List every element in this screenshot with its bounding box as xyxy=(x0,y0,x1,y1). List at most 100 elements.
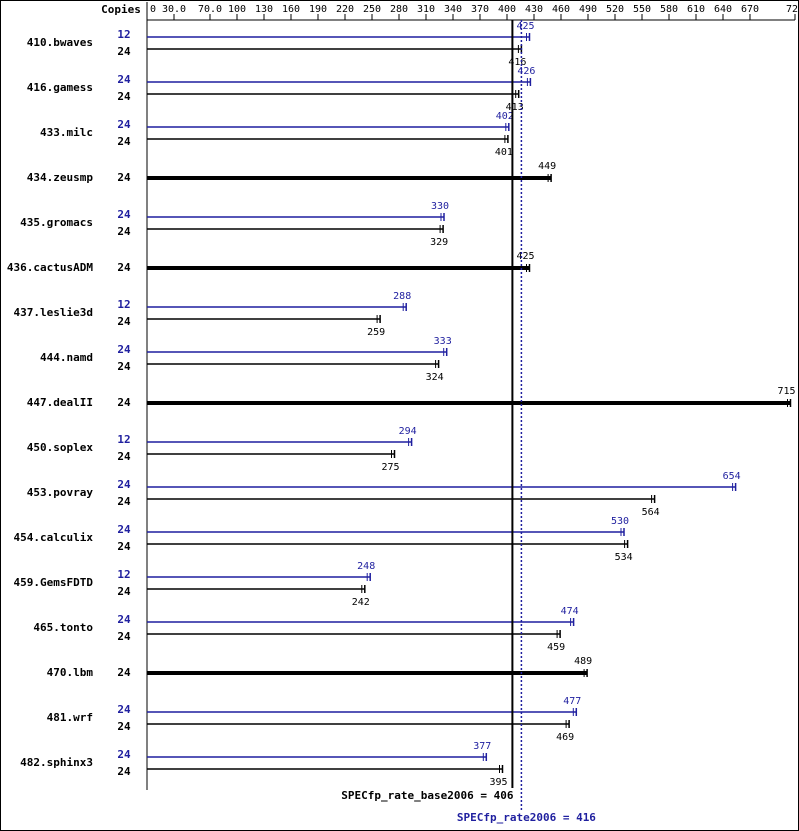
benchmark-label: 416.gamess xyxy=(27,81,93,94)
copies: 24 xyxy=(117,135,131,148)
copies: 24 xyxy=(117,495,131,508)
value-label: 416 xyxy=(508,57,526,68)
benchmark-label: 453.povray xyxy=(27,486,94,499)
x-tick-label: 70.0 xyxy=(198,4,222,15)
x-tick-label: 130 xyxy=(255,4,273,15)
copies: 24 xyxy=(117,703,131,716)
x-tick-label: 400 xyxy=(498,4,516,15)
value-label: 489 xyxy=(574,656,592,667)
copies: 24 xyxy=(117,666,131,679)
benchmark-label: 481.wrf xyxy=(47,711,93,724)
value-label: 377 xyxy=(473,741,491,752)
x-tick-label: 640 xyxy=(714,4,732,15)
reference-label: SPECfp_rate_base2006 = 406 xyxy=(341,789,514,802)
copies: 24 xyxy=(117,225,131,238)
copies: 12 xyxy=(117,433,130,446)
x-tick-label: 340 xyxy=(444,4,462,15)
value-label: 425 xyxy=(516,21,534,32)
copies: 24 xyxy=(117,360,131,373)
x-tick-label: 520 xyxy=(606,4,624,15)
copies: 24 xyxy=(117,171,131,184)
value-label: 477 xyxy=(563,696,581,707)
value-label: 534 xyxy=(615,552,633,563)
x-tick-label: 370 xyxy=(471,4,489,15)
value-label: 288 xyxy=(393,291,411,302)
value-label: 530 xyxy=(611,516,629,527)
x-tick-label: 280 xyxy=(390,4,408,15)
copies: 24 xyxy=(117,315,131,328)
copies-header: Copies xyxy=(101,3,141,16)
value-label: 449 xyxy=(538,161,556,172)
copies: 24 xyxy=(117,748,131,761)
x-tick-label: 550 xyxy=(633,4,651,15)
copies: 24 xyxy=(117,585,131,598)
value-label: 242 xyxy=(352,597,370,608)
x-tick-label: 430 xyxy=(525,4,543,15)
copies: 24 xyxy=(117,450,131,463)
x-tick-label: 580 xyxy=(660,4,678,15)
value-label: 654 xyxy=(723,471,741,482)
benchmark-label: 435.gromacs xyxy=(20,216,93,229)
copies: 24 xyxy=(117,613,131,626)
reference-label: SPECfp_rate2006 = 416 xyxy=(457,811,596,824)
value-label: 469 xyxy=(556,732,574,743)
benchmark-label: 454.calculix xyxy=(14,531,94,544)
copies: 24 xyxy=(117,765,131,778)
copies: 24 xyxy=(117,208,131,221)
value-label: 401 xyxy=(495,147,513,158)
x-tick-label: 250 xyxy=(363,4,381,15)
value-label: 333 xyxy=(434,336,452,347)
benchmark-label: 450.soplex xyxy=(27,441,94,454)
x-tick-label: 0 xyxy=(150,4,156,15)
copies: 24 xyxy=(117,73,131,86)
benchmark-label: 459.GemsFDTD xyxy=(14,576,94,589)
benchmark-label: 434.zeusmp xyxy=(27,171,94,184)
x-tick-label: 100 xyxy=(228,4,246,15)
x-tick-label: 720 xyxy=(786,4,799,15)
value-label: 402 xyxy=(496,111,514,122)
copies: 12 xyxy=(117,298,130,311)
x-tick-label: 220 xyxy=(336,4,354,15)
benchmark-label: 437.leslie3d xyxy=(14,306,93,319)
copies: 24 xyxy=(117,261,131,274)
x-tick-label: 460 xyxy=(552,4,570,15)
value-label: 275 xyxy=(381,462,399,473)
copies: 24 xyxy=(117,396,131,409)
x-tick-label: 160 xyxy=(282,4,300,15)
value-label: 413 xyxy=(506,102,524,113)
copies: 24 xyxy=(117,343,131,356)
copies: 24 xyxy=(117,540,131,553)
value-label: 329 xyxy=(430,237,448,248)
value-label: 294 xyxy=(399,426,417,437)
copies: 24 xyxy=(117,478,131,491)
value-label: 564 xyxy=(642,507,660,518)
x-tick-label: 190 xyxy=(309,4,327,15)
benchmark-label: 410.bwaves xyxy=(27,36,93,49)
x-tick-label: 670 xyxy=(741,4,759,15)
value-label: 425 xyxy=(516,251,534,262)
copies: 24 xyxy=(117,118,131,131)
benchmark-label: 482.sphinx3 xyxy=(20,756,93,769)
benchmark-label: 444.namd xyxy=(40,351,93,364)
benchmark-label: 436.cactusADM xyxy=(7,261,93,274)
value-label: 426 xyxy=(517,66,535,77)
value-label: 330 xyxy=(431,201,449,212)
copies: 24 xyxy=(117,45,131,58)
value-label: 395 xyxy=(489,777,507,788)
benchmark-label: 470.lbm xyxy=(47,666,94,679)
copies: 24 xyxy=(117,90,131,103)
copies: 12 xyxy=(117,568,130,581)
x-tick-label: 310 xyxy=(417,4,435,15)
value-label: 259 xyxy=(367,327,385,338)
benchmark-label: 433.milc xyxy=(40,126,93,139)
value-label: 248 xyxy=(357,561,375,572)
value-label: 459 xyxy=(547,642,565,653)
copies: 24 xyxy=(117,720,131,733)
benchmark-label: 465.tonto xyxy=(33,621,93,634)
value-label: 715 xyxy=(777,386,795,397)
copies: 24 xyxy=(117,523,131,536)
copies: 12 xyxy=(117,28,130,41)
copies: 24 xyxy=(117,630,131,643)
x-tick-label: 490 xyxy=(579,4,597,15)
